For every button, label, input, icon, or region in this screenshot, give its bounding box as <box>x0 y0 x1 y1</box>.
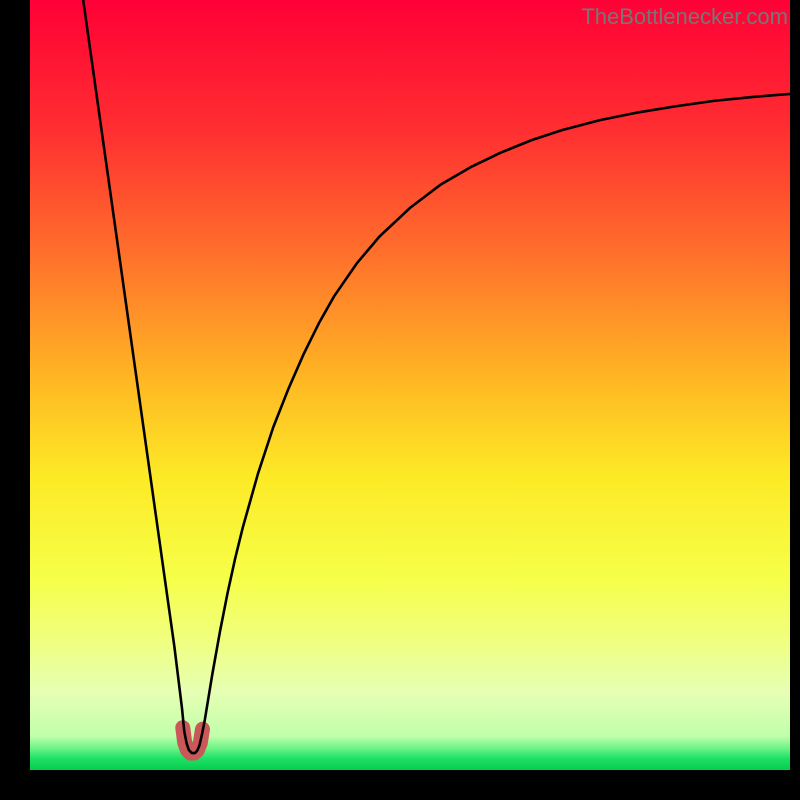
bottleneck-curve-chart <box>30 0 790 770</box>
plot-area <box>30 0 790 770</box>
gradient-background <box>30 0 790 770</box>
chart-frame: TheBottlenecker.com <box>0 0 800 800</box>
watermark-text: TheBottlenecker.com <box>581 4 788 30</box>
